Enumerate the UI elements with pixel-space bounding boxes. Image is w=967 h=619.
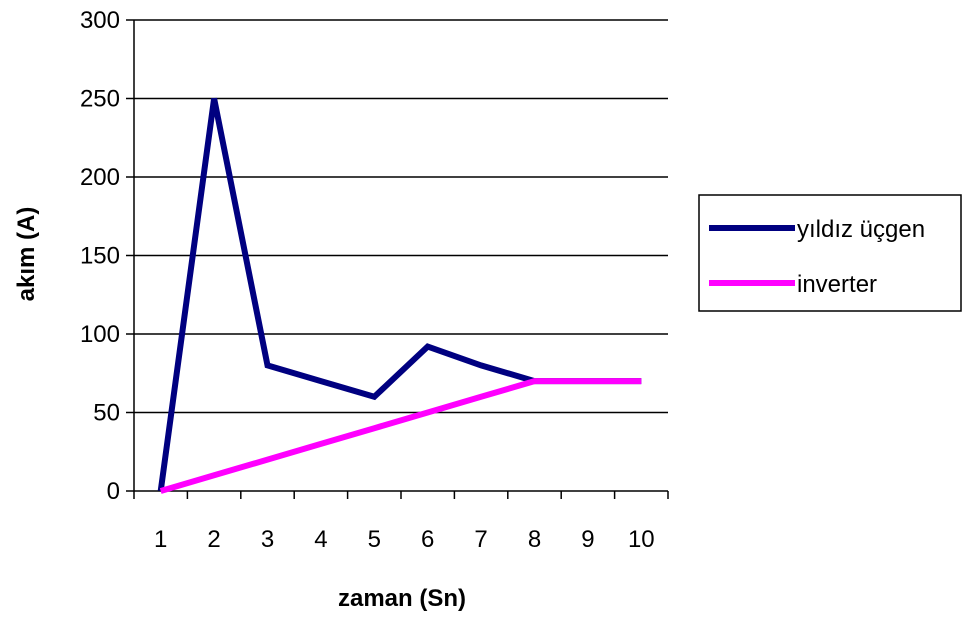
x-axis-title: zaman (Sn)	[338, 585, 466, 612]
y-tick-label: 250	[80, 86, 120, 113]
x-tick-label: 3	[261, 526, 274, 553]
x-tick-label: 6	[421, 526, 434, 553]
series-line-inverter	[159, 378, 642, 494]
axes	[126, 19, 669, 499]
x-tick-label: 1	[154, 526, 167, 553]
x-tick-label: 2	[207, 526, 220, 553]
y-tick-label: 150	[80, 243, 120, 270]
series-lines	[157, 97, 642, 494]
x-tick-label: 5	[368, 526, 381, 553]
y-tick-label: 300	[80, 7, 120, 34]
legend: yıldız üçgen inverter	[698, 194, 962, 312]
x-tick-label: 7	[474, 526, 487, 553]
legend-box	[698, 194, 962, 312]
y-tick-label: 50	[93, 400, 120, 427]
grid-lines	[134, 19, 668, 414]
x-tick-label: 10	[628, 526, 655, 553]
x-tick-label: 9	[581, 526, 594, 553]
y-axis-title: akım (A)	[13, 207, 40, 302]
x-tick-label: 4	[314, 526, 327, 553]
x-tick-label: 8	[528, 526, 541, 553]
series-line-yildiz-ucgen	[157, 97, 642, 492]
y-tick-label: 100	[80, 321, 120, 348]
x-tick-labels: 1 2 3 4 5 6 7 8 9 10	[154, 526, 655, 553]
y-tick-label: 200	[80, 164, 120, 191]
y-tick-label: 0	[107, 478, 120, 505]
y-tick-labels: 0 50 100 150 200 250 300	[80, 7, 120, 505]
legend-label-yildiz-ucgen: yıldız üçgen	[797, 216, 925, 243]
legend-label-inverter: inverter	[797, 271, 877, 298]
